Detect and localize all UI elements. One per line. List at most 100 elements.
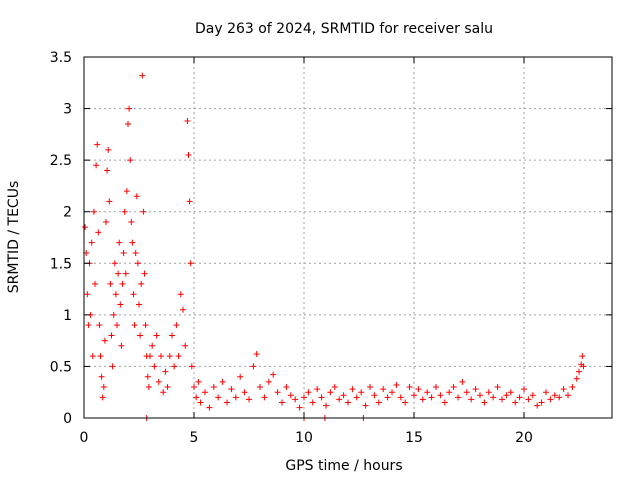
data-point xyxy=(202,389,208,396)
data-point xyxy=(253,351,260,358)
axis-ticks: 0 5 10 15 20 0 0.5 1 1.5 2 2.5 3 3.5 xyxy=(50,50,612,446)
data-point xyxy=(485,389,492,396)
data-point xyxy=(105,146,112,153)
data-point xyxy=(287,392,294,399)
data-point xyxy=(89,353,96,360)
data-point xyxy=(224,399,230,406)
data-point xyxy=(195,378,202,385)
data-point xyxy=(173,322,180,329)
data-point xyxy=(210,384,217,391)
data-point xyxy=(141,270,148,277)
data-point xyxy=(85,322,92,329)
data-point xyxy=(270,371,277,378)
data-point xyxy=(137,332,144,339)
data-point xyxy=(187,260,194,267)
y-tick-label: 2.5 xyxy=(50,153,72,169)
data-point xyxy=(112,291,119,298)
data-point xyxy=(147,353,153,360)
data-point xyxy=(305,389,312,396)
data-point xyxy=(336,396,343,403)
data-point xyxy=(477,392,483,399)
data-point xyxy=(265,378,272,385)
data-point xyxy=(241,389,248,396)
data-point xyxy=(158,353,164,360)
data-point xyxy=(455,394,461,401)
data-point xyxy=(406,384,413,391)
data-point xyxy=(292,396,299,403)
data-point xyxy=(186,198,193,205)
data-point xyxy=(182,342,189,349)
data-point xyxy=(543,389,549,396)
y-tick-label: 1.5 xyxy=(50,256,72,272)
data-point xyxy=(171,363,178,370)
plot-frame xyxy=(83,56,613,419)
data-point xyxy=(130,291,137,298)
data-point xyxy=(111,260,118,267)
data-point xyxy=(164,384,171,391)
data-point xyxy=(331,384,338,391)
data-point xyxy=(151,363,158,370)
y-tick-label: 2 xyxy=(63,205,72,221)
chart-title: Day 263 of 2024, SRMTID for receiver sal… xyxy=(195,21,493,37)
x-tick-label: 20 xyxy=(515,430,533,446)
data-point xyxy=(131,322,138,329)
data-point xyxy=(119,280,126,287)
data-point xyxy=(560,386,567,393)
data-point xyxy=(358,389,365,396)
data-point xyxy=(90,208,97,215)
data-point xyxy=(197,399,204,406)
data-point xyxy=(529,392,536,399)
data-point xyxy=(206,404,213,411)
data-point xyxy=(261,394,268,401)
y-tick-label: 0.5 xyxy=(50,359,72,375)
data-point xyxy=(108,332,115,339)
data-point xyxy=(122,270,129,277)
data-point xyxy=(84,291,91,298)
data-point xyxy=(99,394,106,401)
data-point xyxy=(114,322,120,329)
data-point xyxy=(419,396,426,403)
data-point xyxy=(169,332,175,339)
data-point xyxy=(494,384,501,391)
data-point xyxy=(127,157,134,164)
data-point xyxy=(516,394,523,401)
data-point xyxy=(155,378,162,385)
data-point xyxy=(188,363,195,370)
x-tick-label: 0 xyxy=(80,430,89,446)
data-point xyxy=(92,280,98,287)
data-point xyxy=(180,306,186,313)
data-point xyxy=(274,389,281,396)
data-point xyxy=(162,368,169,375)
data-point xyxy=(177,291,184,298)
grid-lines xyxy=(84,57,612,418)
data-point xyxy=(138,280,145,287)
data-point xyxy=(132,249,139,256)
data-point xyxy=(499,396,505,403)
data-point xyxy=(140,208,147,215)
y-tick-label: 1 xyxy=(63,308,72,324)
data-point xyxy=(95,229,102,236)
data-point xyxy=(521,386,527,393)
data-point xyxy=(507,389,514,396)
data-point xyxy=(512,399,519,406)
data-point xyxy=(123,188,130,195)
data-point xyxy=(145,384,152,391)
data-point xyxy=(129,239,136,246)
data-point xyxy=(446,389,453,396)
data-point xyxy=(144,373,151,380)
data-point xyxy=(459,378,466,385)
data-point xyxy=(125,121,131,128)
data-point xyxy=(411,392,417,399)
data-point xyxy=(149,342,156,349)
data-point xyxy=(283,384,290,391)
data-point xyxy=(97,353,104,360)
data-point xyxy=(402,399,409,406)
data-point xyxy=(367,384,373,391)
data-point xyxy=(153,332,160,339)
data-point xyxy=(551,392,558,399)
data-point xyxy=(534,402,541,409)
data-point xyxy=(237,373,244,380)
data-point xyxy=(441,399,448,406)
data-point xyxy=(565,392,571,399)
